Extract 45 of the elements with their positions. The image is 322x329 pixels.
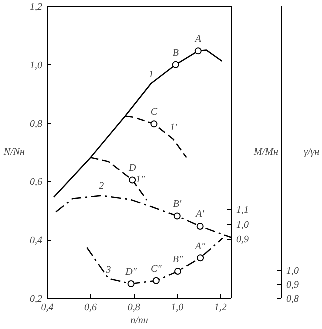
x-tick-label: 1,2 xyxy=(214,302,227,314)
annotation: D″ xyxy=(124,267,138,278)
point xyxy=(150,120,158,128)
y-tick-label: 0,8 xyxy=(30,118,42,130)
y-tick-label: 0,6 xyxy=(30,177,42,188)
y-tick-label: 1,0 xyxy=(30,60,42,72)
y3-tick-label: 1,0 xyxy=(286,266,299,278)
annotation: A xyxy=(194,34,202,46)
annotation: C″ xyxy=(150,264,163,275)
annotation: 1″ xyxy=(136,174,146,186)
point xyxy=(129,176,136,184)
point xyxy=(128,280,135,288)
annotation: A′ xyxy=(195,209,206,220)
y-tick-label: 0,2 xyxy=(30,294,42,305)
annotation: C xyxy=(150,107,158,118)
y3-axis-title: γ/γн xyxy=(304,147,320,158)
point xyxy=(194,48,202,55)
y2-tick-label: 1,1 xyxy=(236,205,249,216)
annotation: B′ xyxy=(173,198,182,210)
x-tick-label: 0,6 xyxy=(84,302,98,314)
point xyxy=(197,254,204,262)
annotation: 2 xyxy=(99,181,104,192)
x-tick-label: 1,0 xyxy=(171,302,184,314)
y-tick-label: 0,4 xyxy=(30,236,42,247)
annotation: 1′ xyxy=(170,122,178,134)
y2-axis-title: M/Mн xyxy=(253,147,278,158)
x-tick-label: 0,8 xyxy=(128,302,140,314)
y-tick-label: 1,2 xyxy=(30,2,42,13)
x-tick-label: 0,4 xyxy=(41,302,54,314)
line-series xyxy=(124,116,188,158)
annotation: B xyxy=(172,48,179,59)
y3-tick-label: 0,8 xyxy=(286,294,299,305)
annotation: 3 xyxy=(105,264,112,276)
annotation: D xyxy=(128,163,137,174)
point xyxy=(174,268,182,276)
x-axis-title: n/nн xyxy=(130,316,148,326)
y2-tick-label: 0,9 xyxy=(236,234,249,246)
y3-tick-label: 0,9 xyxy=(286,280,299,292)
y2-tick-label: 1,0 xyxy=(236,220,249,231)
annotation: A″ xyxy=(194,241,207,252)
annotation: 1 xyxy=(148,70,154,81)
annotation: B″ xyxy=(172,254,184,266)
point xyxy=(152,277,160,284)
point xyxy=(172,61,180,68)
y-axis-title: N/Nн xyxy=(2,147,26,158)
